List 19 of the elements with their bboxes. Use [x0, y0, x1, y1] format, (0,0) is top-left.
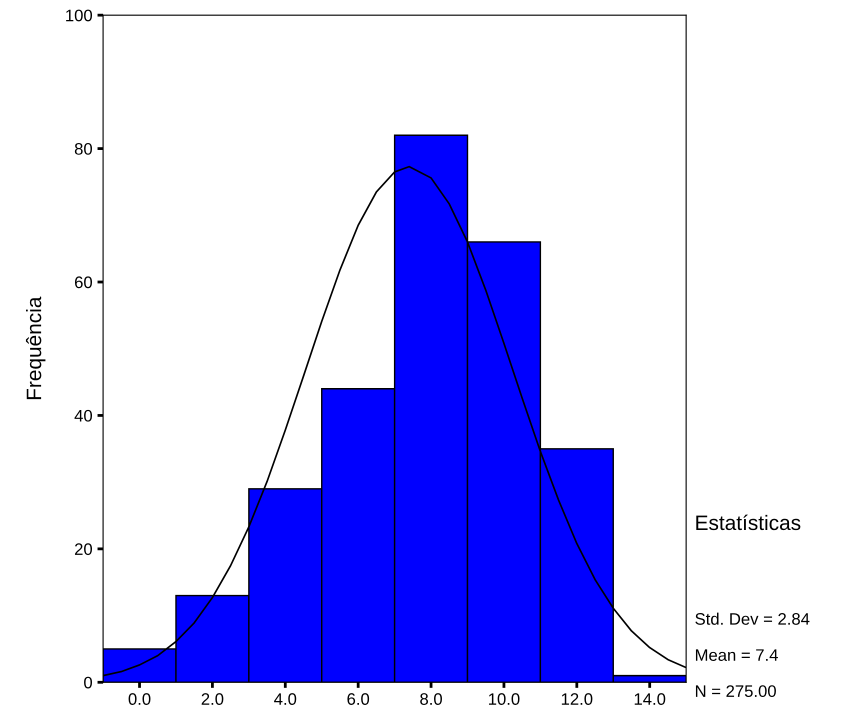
y-tick-label: 80	[74, 142, 92, 155]
y-tick-label: 40	[74, 410, 92, 422]
y-tick-label: 60	[74, 276, 92, 288]
x-tick-label: 2.0	[202, 693, 224, 705]
x-tick-label: 4.0	[274, 693, 296, 705]
x-tick-label: 8.0	[420, 693, 442, 705]
x-tick-label: 6.0	[347, 693, 370, 705]
x-tick-label: 12.0	[562, 693, 592, 705]
text: Estatísticas	[696, 514, 800, 530]
x-tick-label: 10.0	[488, 693, 520, 705]
y-axis-title: Frequência	[26, 296, 46, 400]
text: N = 275.00	[696, 685, 776, 698]
y-tick-label: 20	[74, 543, 92, 556]
x-tick-label: 14.0	[634, 693, 666, 705]
x-tick-label: 0.0	[128, 693, 150, 705]
text: Std. Dev = 2.84	[695, 612, 810, 625]
text: Mean = 7.4	[696, 649, 778, 661]
y-tick-label: 0	[84, 676, 92, 688]
y-tick-label: 100	[66, 10, 92, 22]
